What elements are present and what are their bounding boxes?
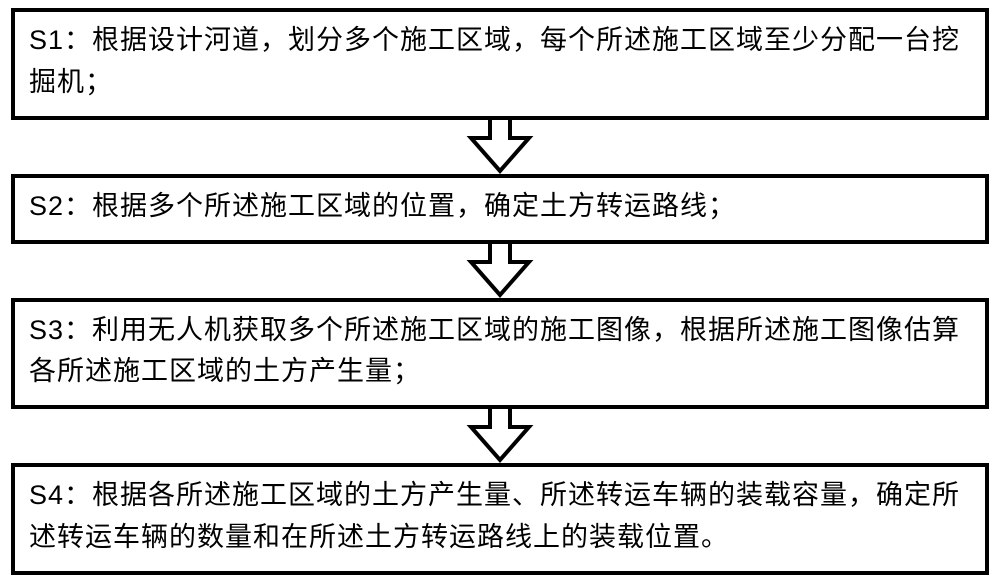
step-text: S3：利用无人机获取多个所述施工区域的施工图像，根据所述施工图像估算各所述施工区…	[29, 315, 960, 387]
step-box-s3: S3：利用无人机获取多个所述施工区域的施工图像，根据所述施工图像估算各所述施工区…	[11, 298, 989, 410]
step-text: S4：根据各所述施工区域的土方产生量、所述转运车辆的装载容量，确定所述转运车辆的…	[29, 480, 960, 552]
step-box-s2: S2：根据多个所述施工区域的位置，确定土方转运路线；	[11, 174, 989, 244]
step-text: S2：根据多个所述施工区域的位置，确定土方转运路线；	[29, 191, 736, 221]
step-box-s1: S1：根据设计河道，划分多个施工区域，每个所述施工区域至少分配一台挖掘机；	[11, 8, 989, 120]
step-text: S1：根据设计河道，划分多个施工区域，每个所述施工区域至少分配一台挖掘机；	[29, 25, 960, 97]
flowchart: S1：根据设计河道，划分多个施工区域，每个所述施工区域至少分配一台挖掘机； S2…	[10, 8, 990, 575]
arrow-down-icon	[465, 118, 535, 176]
step-box-s4: S4：根据各所述施工区域的土方产生量、所述转运车辆的装载容量，确定所述转运车辆的…	[11, 463, 989, 575]
arrow-down-icon	[465, 407, 535, 465]
arrow-down-icon	[465, 242, 535, 300]
